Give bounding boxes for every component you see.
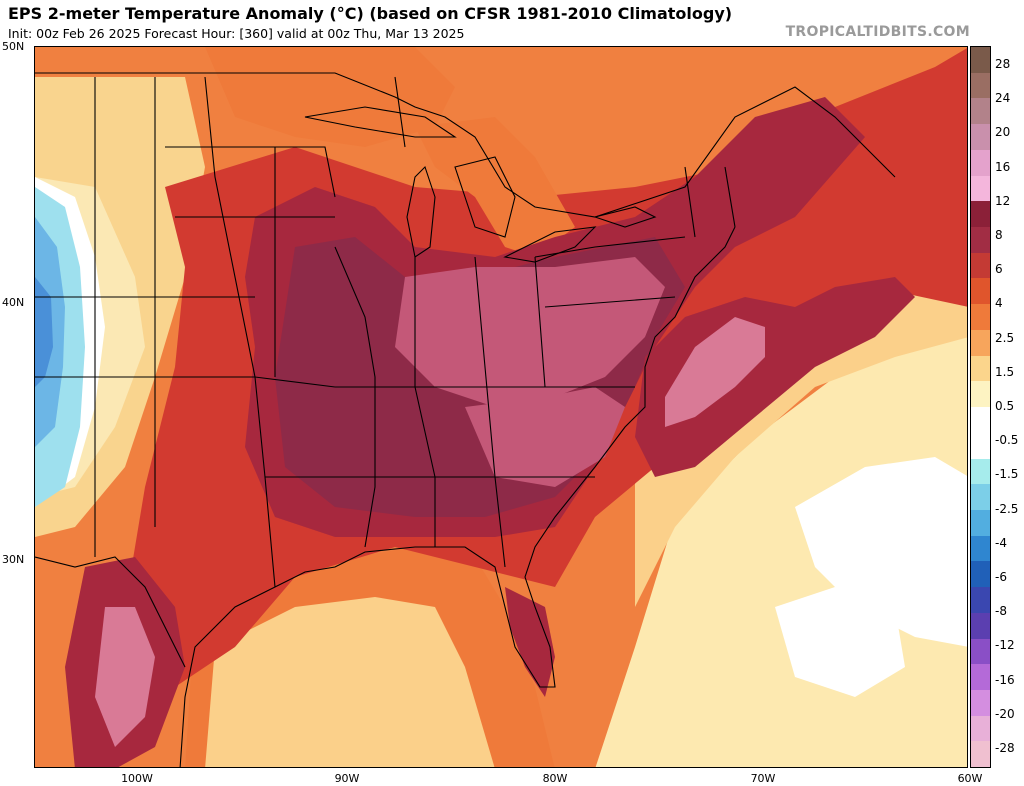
rockies-blue-region [35, 277, 53, 387]
texas-pink-region [95, 607, 155, 747]
colorbar-label: -20 [995, 706, 1015, 721]
colorbar-swatch [971, 227, 990, 253]
colorbar-label: 24 [995, 91, 1011, 106]
colorbar-swatch [971, 509, 990, 536]
lake-erie [503, 226, 597, 263]
colorbar-swatch [971, 201, 990, 228]
state-line-16 [684, 166, 696, 238]
state-line-13 [534, 256, 546, 388]
canada-orange-north [205, 47, 455, 147]
colorbar-swatch [971, 715, 990, 742]
atlantic-white-patch-2 [775, 587, 905, 697]
colorbar-label: -4 [995, 535, 1007, 550]
colorbar-swatch [971, 561, 990, 588]
colorbar-label: -2.5 [995, 501, 1019, 516]
colorbar-swatch [971, 484, 990, 510]
florida-darkred-region [505, 587, 555, 697]
colorbar-swatch [971, 664, 990, 690]
colorbar-swatch [971, 458, 990, 485]
political-borders [35, 72, 896, 767]
colorbar-swatch [971, 535, 990, 562]
colorbar-swatch [971, 175, 990, 202]
colorbar-swatch [971, 407, 990, 433]
colorbar-swatch [971, 124, 990, 150]
ohio-valley-pink-region [395, 257, 665, 407]
colorbar-label: 2.5 [995, 330, 1015, 345]
colorbar-label: 6 [995, 262, 1003, 277]
gulf-light-region [205, 597, 495, 767]
colorbar-swatch [971, 329, 990, 356]
state-line-6 [165, 146, 336, 198]
canada-orange-region [415, 117, 575, 257]
state-line-8 [334, 246, 376, 548]
lat-label-50n: 50N [2, 40, 25, 53]
colorbar-swatch [971, 432, 990, 459]
colorbar-swatch [971, 381, 990, 408]
colorbar-swatch [971, 252, 990, 279]
colorbar-swatch [971, 149, 990, 176]
colorbar-swatch [971, 587, 990, 613]
lon-label-100w: 100W [121, 772, 153, 785]
map-canvas [35, 47, 967, 767]
colorbar-label: 1.5 [995, 364, 1015, 379]
colorbar-swatch [971, 355, 990, 382]
atlantic-darkred-region [635, 277, 915, 477]
atlantic-light-region [635, 267, 967, 607]
colorbar-label: -28 [995, 741, 1015, 755]
appalachian-pink-region [465, 387, 625, 487]
colorbar-label: -6 [995, 570, 1007, 584]
atlantic-white-patch [795, 457, 967, 647]
map-subtitle: Init: 00z Feb 26 2025 Forecast Hour: [36… [8, 26, 465, 41]
colorbar-label: 12 [995, 193, 1011, 208]
temperature-anomaly-map [34, 46, 968, 768]
state-line-17 [724, 166, 736, 228]
colorbar-swatch [971, 72, 990, 99]
colorbar [970, 46, 991, 768]
colorbar-label: 0.5 [995, 399, 1015, 413]
colorbar-swatch [971, 612, 990, 639]
colorbar-label: 8 [995, 228, 1003, 242]
east-coastline [179, 226, 736, 767]
colorbar-label: -8 [995, 604, 1007, 619]
colorbar-label: -12 [995, 638, 1015, 653]
colorbar-label: 4 [995, 296, 1003, 311]
map-title: EPS 2-meter Temperature Anomaly (°C) (ba… [8, 4, 733, 23]
lon-label-80w: 80W [542, 772, 568, 785]
state-line-15 [534, 236, 686, 258]
state-line-14 [544, 296, 676, 308]
colorbar-label: -16 [995, 672, 1015, 687]
lat-label-30n: 30N [2, 553, 25, 566]
colorbar-label: 28 [995, 57, 1011, 71]
colorbar-swatch [971, 278, 990, 305]
lake-ontario [593, 206, 657, 228]
state-line-12 [474, 256, 506, 568]
lon-label-70w: 70W [750, 772, 776, 785]
state-line-11 [414, 257, 436, 547]
watermark: TROPICALTIDBITS.COM [785, 24, 970, 40]
colorbar-swatch [971, 47, 990, 73]
colorbar-swatch [971, 98, 990, 125]
atlantic-pink-blob [665, 317, 765, 427]
colorbar-swatch [971, 304, 990, 330]
lon-label-90w: 90W [334, 772, 360, 785]
us-canada-border [35, 72, 896, 218]
colorbar-swatch [971, 741, 990, 768]
colorbar-swatch [971, 689, 990, 716]
colorbar-label: -0.5 [995, 433, 1019, 448]
lon-label-60w: 60W [957, 772, 983, 785]
state-line-5 [204, 76, 276, 588]
lat-label-40n: 40N [2, 296, 25, 309]
colorbar-label: -1.5 [995, 467, 1019, 482]
lake-huron [454, 156, 516, 238]
colorbar-swatch [971, 638, 990, 665]
state-line-18 [394, 76, 406, 148]
lake-superior [304, 106, 457, 138]
mexico-border [35, 556, 186, 668]
colorbar-label: 20 [995, 125, 1011, 140]
colorbar-label: 16 [995, 159, 1011, 174]
